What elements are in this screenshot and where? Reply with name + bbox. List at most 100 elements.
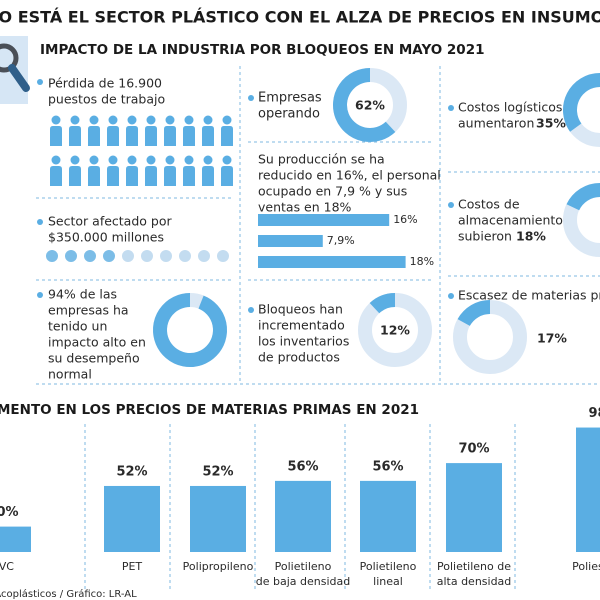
coin-dot — [103, 250, 115, 262]
person-icon-head — [203, 115, 213, 125]
value-label: 98% — [588, 406, 600, 421]
person-icon-head — [222, 155, 232, 165]
person-icon-head — [89, 115, 99, 125]
panel-text: impacto alto en — [48, 335, 146, 350]
person-icon-body — [126, 166, 138, 186]
x-tick-label: alta densidad — [437, 575, 512, 588]
bullet — [37, 219, 43, 225]
person-icon-head — [108, 115, 118, 125]
panel-text: su desempeño — [48, 351, 140, 366]
panel-text: incrementado — [258, 318, 345, 333]
panel-text: normal — [48, 367, 92, 382]
donut-track — [563, 183, 600, 257]
x-tick-label: Polipropileno — [183, 560, 254, 573]
person-icon-body — [221, 166, 233, 186]
bullet — [448, 293, 454, 299]
panel-text: empresas ha — [48, 303, 129, 318]
person-icon-head — [165, 115, 175, 125]
dividers — [36, 66, 600, 592]
person-icon-head — [70, 115, 80, 125]
page-title: ¿CÓMO ESTÁ EL SECTOR PLÁSTICO CON EL ALZ… — [0, 8, 600, 27]
x-tick-label: Polietileno — [275, 560, 332, 573]
bar — [190, 485, 246, 552]
donut-label: 62% — [355, 98, 385, 113]
bar — [0, 526, 31, 552]
panel-text: aumentaron — [458, 116, 534, 131]
bar-label: 16% — [393, 213, 417, 226]
person-icon-head — [108, 155, 118, 165]
person-icon-body — [50, 166, 62, 186]
donut-arc — [333, 68, 396, 142]
coin-dot — [179, 250, 191, 262]
person-icon-head — [184, 115, 194, 125]
bar — [258, 235, 323, 247]
person-icon-body — [69, 126, 81, 146]
person-icon-body — [69, 166, 81, 186]
donut-label: 12% — [380, 323, 410, 338]
coin-dot — [65, 250, 77, 262]
person-icon-body — [202, 166, 214, 186]
person-icon-body — [164, 126, 176, 146]
bullet — [37, 292, 43, 298]
footer: Fuente: Andi-Acoplásticos / Gráfico: LR-… — [0, 588, 137, 600]
person-icon-body — [164, 166, 176, 186]
panel-text: 94% de las — [48, 287, 117, 302]
bullet — [248, 95, 254, 101]
bar — [446, 463, 502, 552]
x-tick-label: PET — [122, 560, 143, 573]
donut-arc — [369, 293, 396, 314]
person-icon-body — [202, 126, 214, 146]
person-icon-body — [88, 126, 100, 146]
donut-arc — [153, 293, 227, 367]
x-tick-label: Polietileno de — [437, 560, 511, 573]
bullet — [448, 202, 454, 208]
panel-text: ventas en 18% — [258, 200, 352, 215]
person-icon-body — [145, 166, 157, 186]
bar-label: 7,9% — [327, 234, 355, 247]
bar-label: 18% — [410, 255, 434, 268]
person-icon-head — [51, 155, 61, 165]
person-icon-body — [145, 126, 157, 146]
panel-text: operando — [258, 107, 320, 122]
person-icon-head — [203, 155, 213, 165]
person-icon-body — [88, 166, 100, 186]
panel-text: Costos logísticos — [458, 100, 562, 115]
coin-dot — [46, 250, 58, 262]
bar — [104, 485, 160, 552]
person-icon-head — [165, 155, 175, 165]
panel-value: 35% — [536, 116, 566, 131]
panel-text: Su producción se ha — [258, 152, 385, 167]
chart-title: AUMENTO EN LOS PRECIOS DE MATERIAS PRIMA… — [0, 402, 419, 418]
bullet — [448, 105, 454, 111]
person-icon-body — [107, 166, 119, 186]
magnifier-icon — [0, 36, 30, 104]
value-label: 70% — [458, 442, 489, 457]
donut-label: 17% — [537, 331, 567, 346]
panel-text: Empresas — [258, 91, 322, 106]
person-icon-head — [222, 115, 232, 125]
value-label: 52% — [116, 464, 147, 479]
person-icon-head — [127, 155, 137, 165]
panel-text: puestos de trabajo — [48, 92, 165, 107]
bar — [258, 256, 406, 268]
panel-text: Costos de — [458, 197, 520, 212]
x-tick-label: Polietileno — [360, 560, 417, 573]
bar — [360, 480, 416, 552]
person-icon-head — [70, 155, 80, 165]
x-tick-label: Poliestireno — [572, 560, 600, 573]
value-label: 20% — [0, 505, 19, 520]
coin-dot — [198, 250, 210, 262]
panel-text: los inventarios — [258, 334, 349, 349]
coin-dot — [84, 250, 96, 262]
panel-text: tenido un — [48, 319, 107, 334]
coin-dot — [160, 250, 172, 262]
value-label: 56% — [372, 459, 403, 474]
panel-text: Sector afectado por — [48, 214, 172, 229]
coin-dot — [141, 250, 153, 262]
person-icon-head — [146, 155, 156, 165]
person-icon-body — [221, 126, 233, 146]
bar — [258, 214, 390, 226]
value-label: 52% — [202, 464, 233, 479]
panel-text: Bloqueos han — [258, 302, 343, 317]
